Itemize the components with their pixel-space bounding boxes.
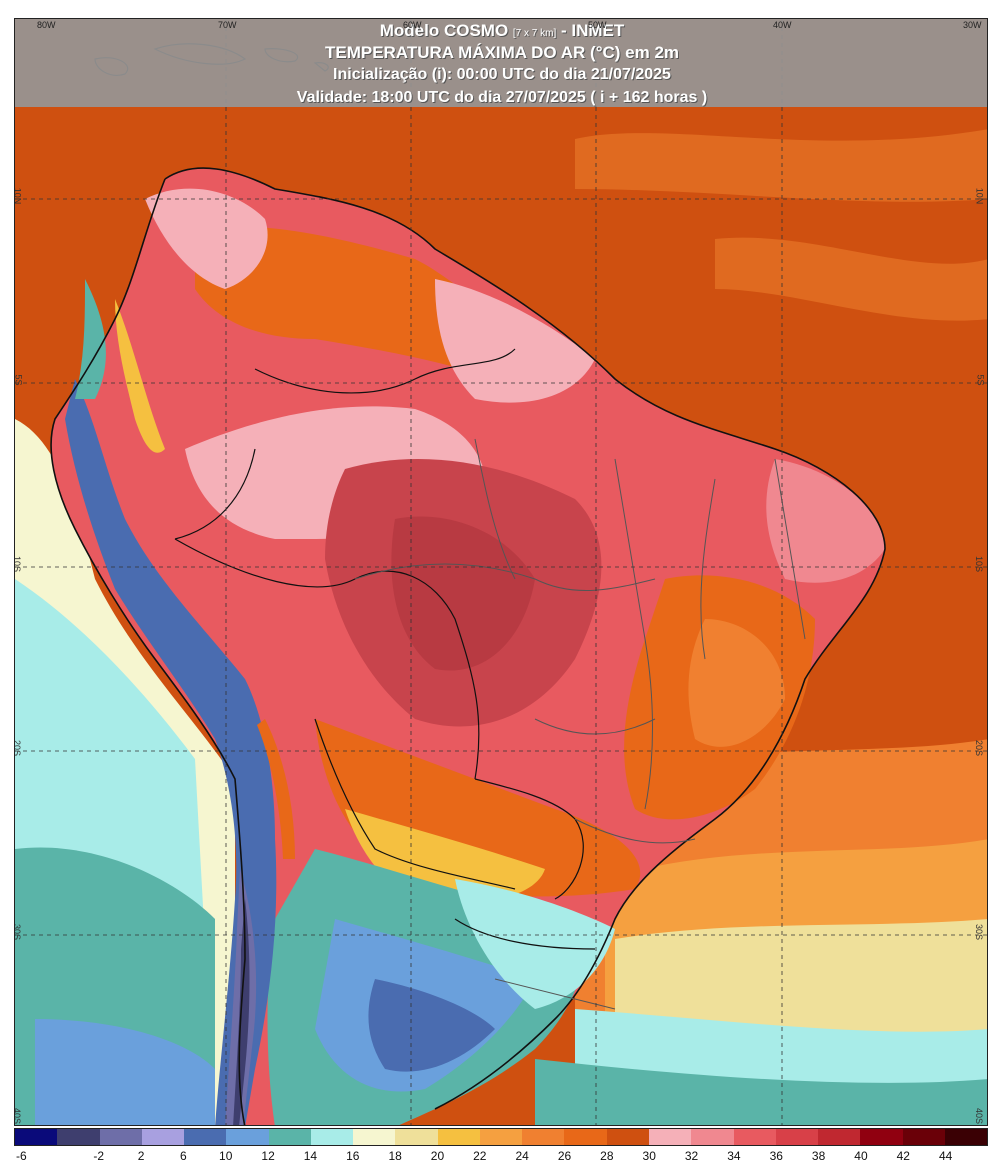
land-region	[688, 619, 785, 747]
variable-title: TEMPERATURA MÁXIMA DO AR (°C) em 2m	[324, 43, 680, 62]
legend-label: 44	[938, 1149, 953, 1163]
state-borders	[354, 438, 806, 1010]
legend-label: 10	[219, 1149, 233, 1163]
andes-region	[75, 279, 106, 399]
legend-swatch	[733, 1129, 776, 1145]
legend-swatch	[141, 1129, 185, 1145]
legend-swatch	[564, 1129, 607, 1145]
legend-swatch	[479, 1129, 523, 1145]
legend-label: 34	[727, 1149, 741, 1163]
legend-swatch	[944, 1129, 988, 1145]
init-time: Inicialização (i): 00:00 UTC do dia 21/0…	[333, 66, 671, 83]
legend-swatch	[99, 1129, 142, 1145]
legend-swatch	[226, 1129, 269, 1145]
land-region	[435, 279, 595, 403]
legend-label: 24	[515, 1149, 529, 1163]
lon-label: 70W	[218, 20, 237, 30]
legend-label: -6	[16, 1149, 27, 1163]
ocean-band	[575, 129, 987, 202]
legend-label: 18	[388, 1149, 402, 1163]
coastline	[50, 167, 886, 1125]
legend-swatch	[691, 1129, 734, 1145]
legend-label: 2	[137, 1149, 145, 1163]
lat-label: 10S	[974, 555, 985, 573]
model-prefix: Modelo COSMO	[379, 21, 513, 40]
land-region	[257, 719, 295, 859]
legend-swatch	[353, 1129, 396, 1145]
legend-label: 40	[854, 1149, 868, 1163]
legend-swatch	[860, 1129, 903, 1145]
legend-swatch	[15, 1129, 58, 1145]
lat-label: 10N	[14, 187, 23, 205]
legend-label: 36	[769, 1149, 783, 1163]
lat-label: 20S	[974, 739, 985, 757]
lat-label: 5S	[975, 374, 986, 386]
legend-label: 30	[642, 1149, 656, 1163]
land-region	[391, 516, 535, 671]
legend-swatch	[57, 1129, 100, 1145]
land-region	[145, 188, 268, 289]
land-region	[368, 979, 495, 1072]
legend-label: 26	[557, 1149, 572, 1163]
legend-labels: -6 -2 2 6 10 12 14 16 18 20 22 24 26 28 30 32 34 36 38 40 42…	[14, 1149, 988, 1165]
model-title: Modelo COSMO [7 x 7 km] - INMET	[15, 21, 987, 41]
legend-label: 12	[261, 1149, 275, 1163]
map-header: Modelo COSMO [7 x 7 km] - INMET TEMPERAT…	[15, 19, 987, 107]
lat-label: 40S	[14, 1107, 23, 1125]
lat-label: 10S	[14, 555, 23, 573]
country-borders	[174, 348, 596, 950]
legend-label: 32	[684, 1149, 699, 1163]
legend-swatch	[648, 1129, 692, 1145]
legend-swatch	[775, 1129, 819, 1145]
legend-label: -2	[93, 1149, 105, 1163]
land-region	[115, 299, 165, 453]
model-suffix: - INMET	[556, 21, 625, 40]
ocean-band	[35, 1019, 215, 1125]
legend-swatch	[395, 1129, 438, 1145]
legend-swatch	[522, 1129, 565, 1145]
lon-label: 30W	[963, 20, 982, 30]
lat-label: 30S	[974, 923, 985, 941]
lon-label: 80W	[37, 20, 56, 30]
legend-swatch	[268, 1129, 311, 1145]
ocean-band	[715, 237, 987, 321]
lon-label: 60W	[403, 20, 422, 30]
legend-label: 14	[303, 1149, 318, 1163]
color-legend	[14, 1128, 988, 1146]
legend-label: 22	[473, 1149, 487, 1163]
lat-label: 30S	[14, 923, 23, 941]
lon-label: 50W	[588, 20, 607, 30]
legend-swatch	[606, 1129, 649, 1145]
lat-label: 5S	[14, 374, 24, 386]
land-region	[766, 459, 885, 583]
lon-label: 40W	[773, 20, 792, 30]
lat-label: 40S	[974, 1107, 985, 1125]
valid-time: Validade: 18:00 UTC do dia 27/07/2025 ( …	[296, 89, 708, 106]
legend-label: 16	[346, 1149, 360, 1163]
land-region	[455, 879, 615, 1009]
legend-label: 38	[811, 1149, 826, 1163]
legend-label: 42	[896, 1149, 910, 1163]
map-frame: Modelo COSMO [7 x 7 km] - INMET TEMPERAT…	[14, 18, 988, 1126]
legend-label: 20	[430, 1149, 445, 1163]
lat-label: 20S	[14, 739, 23, 757]
model-resolution: [7 x 7 km]	[512, 28, 557, 39]
legend-swatch	[902, 1129, 945, 1145]
legend-label: 6	[180, 1149, 187, 1163]
temperature-map	[15, 19, 987, 1125]
andes-region	[65, 379, 277, 1125]
ocean-band	[535, 1059, 987, 1125]
graticule	[15, 19, 987, 1125]
legend-swatch	[184, 1129, 227, 1145]
legend-label: 28	[600, 1149, 614, 1163]
legend-swatch	[437, 1129, 480, 1145]
legend-swatch	[818, 1129, 861, 1145]
legend-swatch	[310, 1129, 354, 1145]
lat-label: 10N	[974, 187, 985, 205]
